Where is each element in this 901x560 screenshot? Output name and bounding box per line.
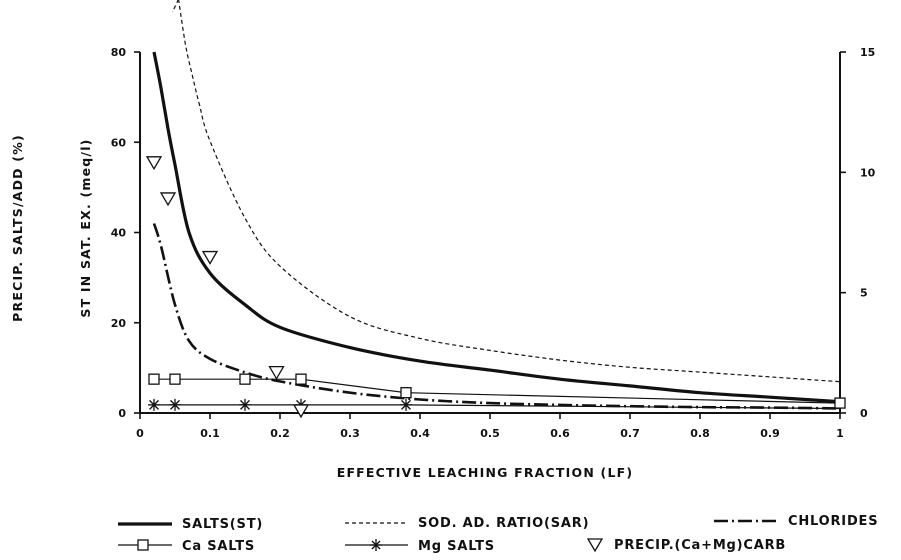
- x-axis-label: EFFECTIVE LEACHING FRACTION (LF): [337, 465, 634, 480]
- x-tick-label: 0.3: [340, 427, 360, 440]
- x-axis-ticks: 0 0.1 0.2 0.3 0.4 0.5 0.6 0.7 0.8 0.9 1: [136, 413, 844, 440]
- mg-salts-star-marker: [148, 398, 160, 411]
- x-tick-label: 0.4: [410, 427, 430, 440]
- precip-carb-triangle-marker: [145, 156, 163, 171]
- legend-label-ca-salts: Ca SALTS: [182, 539, 255, 554]
- legend: SALTS(ST) SOD. AD. RATIO(SAR) CHLORIDES …: [118, 514, 878, 554]
- sar-line-overshoot: [171, 0, 179, 13]
- legend-label-sar: SOD. AD. RATIO(SAR): [418, 516, 589, 531]
- y-right-tick-label: 15: [860, 46, 875, 59]
- series-lines: [152, 0, 841, 410]
- legend-item-mg-salts: Mg SALTS: [345, 539, 495, 554]
- ca-salts-square-marker: [400, 387, 412, 399]
- y-left-axis-ticks: 0 20 40 60 80: [111, 46, 140, 420]
- y-axis-label-outer: PRECIP. SALTS/ADD (%): [10, 134, 25, 322]
- legend-label-chlorides: CHLORIDES: [788, 514, 878, 529]
- ca-salts-square-marker: [169, 373, 181, 385]
- x-tick-label: 0.9: [760, 427, 780, 440]
- legend-triangle-marker: [586, 538, 604, 553]
- mg-salts-star-marker: [239, 398, 251, 411]
- y-left-tick-label: 60: [111, 136, 127, 149]
- ca-salts-square-marker: [239, 373, 251, 385]
- salts-st-line: [152, 51, 841, 404]
- sar-line: [178, 0, 841, 383]
- precip-carb-triangle-marker: [292, 404, 310, 419]
- mg-salts-star-marker: [169, 398, 181, 411]
- precip-carb-triangle-marker: [201, 250, 219, 265]
- mg-salts-star-marker: [400, 398, 412, 411]
- legend-square-marker: [137, 539, 149, 551]
- x-tick-label: 0.6: [550, 427, 570, 440]
- series-markers: [145, 156, 846, 419]
- y-right-axis-ticks: 0 5 10 15: [840, 46, 876, 420]
- y-left-tick-label: 20: [111, 317, 127, 330]
- x-tick-label: 1: [836, 427, 844, 440]
- legend-label-mg-salts: Mg SALTS: [418, 539, 495, 554]
- y-right-tick-label: 0: [860, 407, 868, 420]
- y-right-tick-label: 10: [860, 166, 876, 179]
- x-tick-label: 0.8: [690, 427, 710, 440]
- legend-item-sar: SOD. AD. RATIO(SAR): [345, 516, 589, 531]
- ca-salts-line: [154, 378, 841, 404]
- legend-item-chlorides: CHLORIDES: [714, 514, 878, 529]
- legend-label-precip-carb: PRECIP.(Ca+Mg)CARB: [614, 538, 786, 553]
- precip-carb-triangle-marker: [159, 192, 177, 207]
- y-left-tick-label: 40: [111, 227, 127, 240]
- x-tick-label: 0.1: [200, 427, 220, 440]
- ca-salts-square-marker: [834, 397, 846, 409]
- x-tick-label: 0.7: [620, 427, 640, 440]
- legend-star-marker: [370, 539, 382, 551]
- x-tick-label: 0.5: [480, 427, 500, 440]
- legend-item-precip-carb: PRECIP.(Ca+Mg)CARB: [586, 538, 786, 553]
- x-tick-label: 0: [136, 427, 144, 440]
- legend-item-salts: SALTS(ST): [118, 517, 263, 532]
- axes: [139, 52, 841, 414]
- y-axis-label-inner: ST IN SAT. EX. (meq/l): [78, 138, 93, 317]
- precip-carb-triangle-marker: [268, 365, 285, 380]
- y-right-tick-label: 5: [860, 287, 868, 300]
- legend-label-salts: SALTS(ST): [182, 517, 263, 532]
- x-tick-label: 0.2: [270, 427, 290, 440]
- y-left-tick-label: 0: [118, 407, 126, 420]
- ca-salts-square-marker: [148, 373, 160, 385]
- ca-salts-square-marker: [295, 373, 307, 385]
- y-left-tick-label: 80: [111, 46, 127, 59]
- legend-item-ca-salts: Ca SALTS: [118, 539, 255, 554]
